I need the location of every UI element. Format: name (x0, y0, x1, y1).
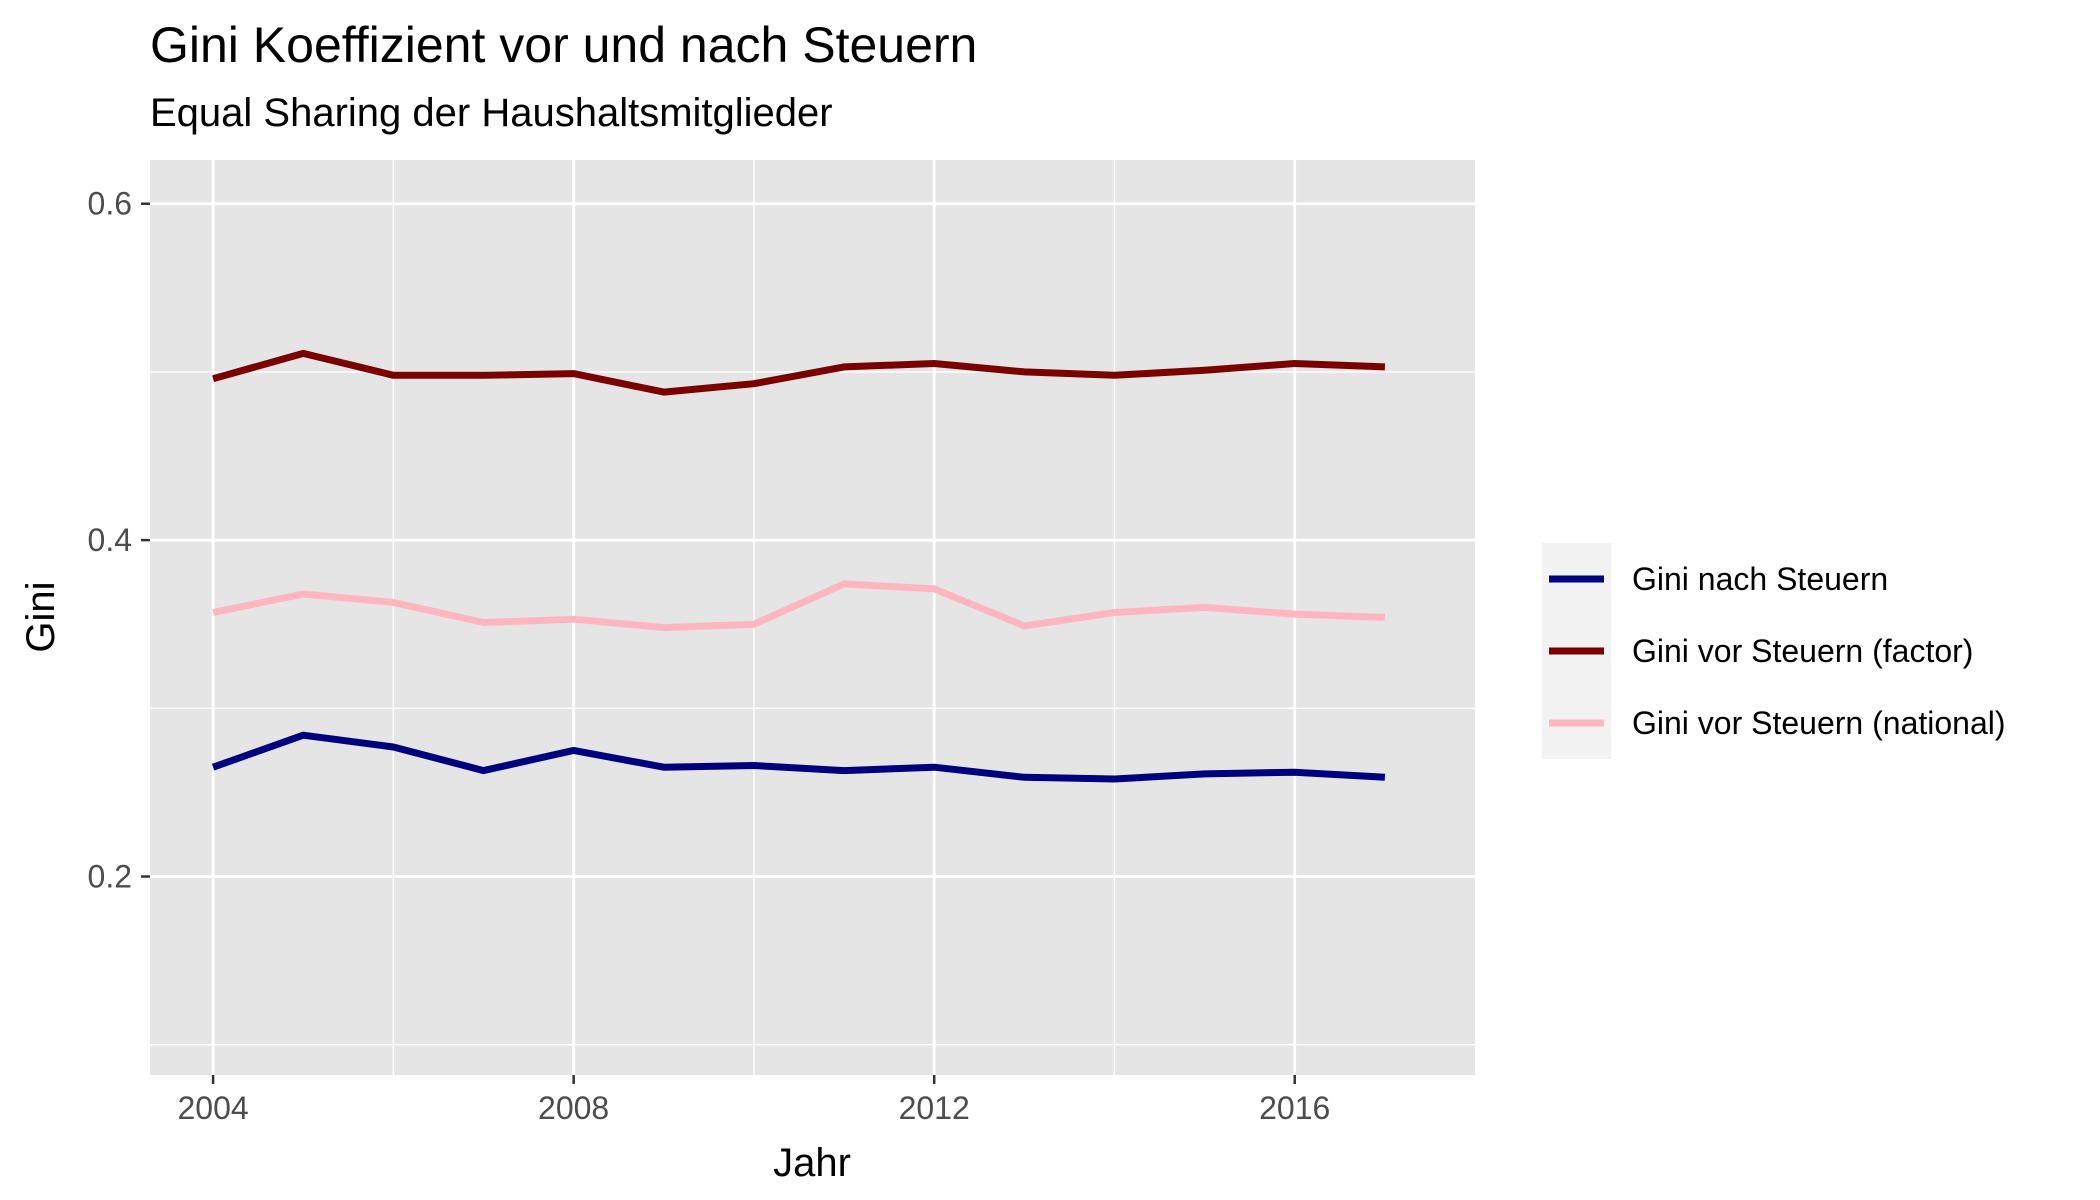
series-lines (211, 349, 1386, 783)
plot-panel (150, 160, 1475, 1075)
series-line (211, 731, 1386, 783)
x-tick-label: 2008 (538, 1090, 609, 1126)
x-axis-tick-labels: 2004 2008 2012 2016 (178, 1090, 1331, 1126)
x-tick-label: 2016 (1259, 1090, 1330, 1126)
y-tick-label: 0.2 (88, 859, 132, 895)
chart-title: Gini Koeffizient vor und nach Steuern (150, 17, 977, 73)
axis-ticks (141, 202, 1296, 1084)
y-tick-label: 0.4 (88, 522, 132, 558)
chart-subtitle: Equal Sharing der Haushaltsmitglieder (150, 91, 833, 135)
y-axis-title: Gini (19, 581, 63, 652)
legend: Gini nach Steuern Gini vor Steuern (facto… (1542, 543, 2006, 759)
y-tick-label: 0.6 (88, 186, 132, 222)
series-line (212, 349, 1386, 396)
legend-label: Gini vor Steuern (factor) (1632, 633, 1973, 669)
x-axis-title: Jahr (773, 1141, 851, 1185)
series-line (212, 580, 1386, 632)
y-axis-tick-labels: 0.2 0.4 0.6 (88, 186, 132, 895)
x-tick-label: 2004 (178, 1090, 249, 1126)
legend-label: Gini vor Steuern (national) (1632, 705, 2006, 741)
legend-label: Gini nach Steuern (1632, 561, 1888, 597)
major-gridlines (150, 160, 1475, 1075)
x-tick-label: 2012 (899, 1090, 970, 1126)
